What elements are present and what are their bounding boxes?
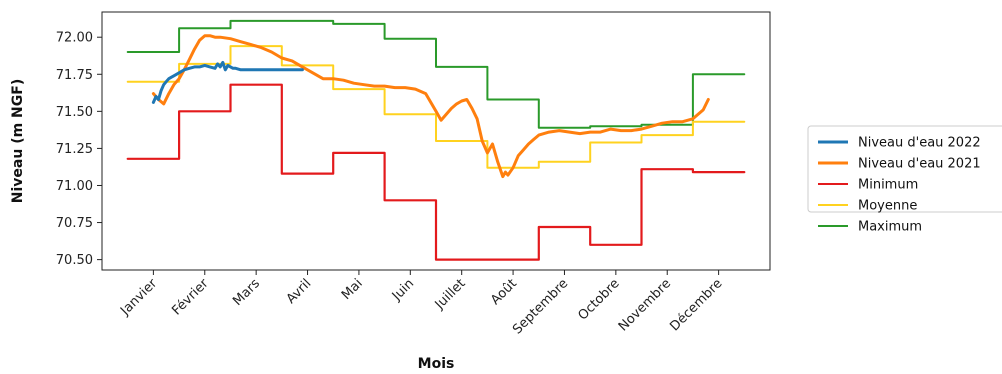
x-tick-label: Juin [389, 276, 417, 304]
y-axis-title: Niveau (m NGF) [10, 79, 26, 203]
x-tick-label: Juillet [432, 276, 469, 313]
x-tick-label: Octobre [575, 276, 622, 323]
x-tick-label: Mai [339, 276, 366, 303]
legend-frame [807, 125, 1002, 213]
legend-label: Maximum [858, 220, 922, 235]
x-tick-label: Septembre [510, 276, 571, 337]
series-line-maximum [126, 19, 746, 129]
x-tick-label: Novembre [616, 276, 674, 334]
x-axis-title: Mois [418, 356, 455, 372]
y-tick-label: 71.25 [56, 142, 93, 157]
x-tick-label: Décembre [667, 276, 725, 334]
x-axis: Janvier Février Mars Avril Mai Juin Juillet Aoû… [117, 270, 725, 337]
series-line-niveau-d-eau-2022 [151, 60, 304, 104]
x-tick-label: Août [488, 276, 520, 308]
series-line-minimum [126, 83, 746, 261]
x-tick-label: Avril [284, 276, 315, 307]
legend-label: Minimum [858, 178, 918, 193]
x-tick-label: Janvier [117, 276, 160, 319]
series-line-niveau-d-eau-2021 [151, 34, 710, 179]
y-tick-label: 71.00 [56, 179, 93, 194]
y-tick-label: 71.50 [56, 105, 93, 120]
legend-label: Moyenne [858, 199, 917, 214]
x-tick-label: Mars [230, 276, 263, 309]
y-tick-label: 71.75 [56, 68, 93, 83]
legend-label: Niveau d'eau 2021 [858, 157, 981, 172]
legend: Niveau d'eau 2022 Niveau d'eau 2021 Minimu… [807, 125, 1002, 235]
series-line-moyenne [126, 45, 746, 169]
legend-label: Niveau d'eau 2022 [858, 136, 981, 151]
series-layer [126, 19, 746, 261]
y-tick-label: 72.00 [56, 31, 93, 46]
x-tick-label: Février [169, 276, 212, 319]
y-tick-label: 70.50 [56, 253, 93, 268]
plot-area-frame [101, 11, 771, 271]
y-tick-label: 70.75 [56, 216, 93, 231]
y-axis: 70.50 70.75 71.00 71.25 71.50 71.75 72.00 [56, 31, 102, 268]
